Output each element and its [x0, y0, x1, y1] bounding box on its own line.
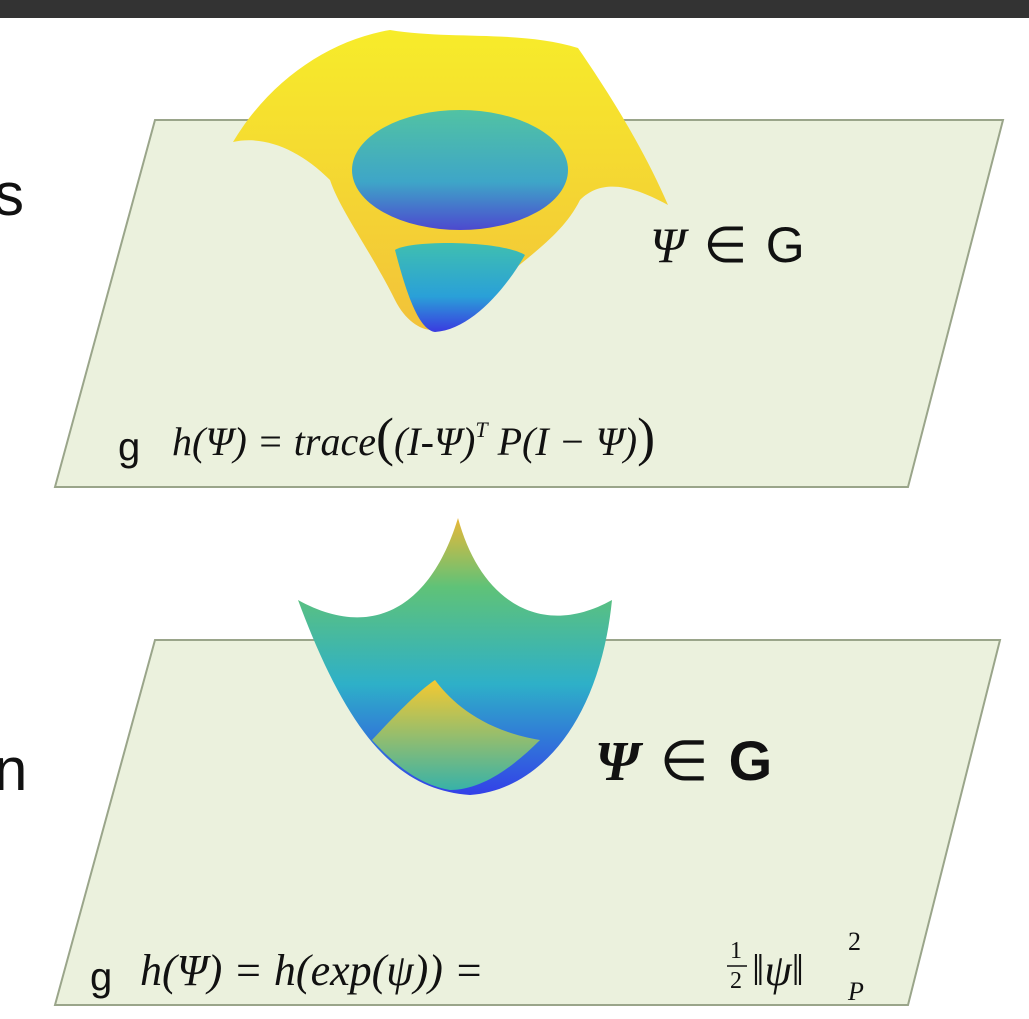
surface-bowl — [352, 110, 568, 230]
fraction-numerator: 1 — [730, 938, 742, 964]
superscript: 2 — [848, 927, 861, 956]
symbol: Ψ — [650, 217, 689, 273]
set-membership: Ψ ∈ G — [650, 217, 805, 273]
bullet: g — [90, 955, 112, 999]
symbol: Ψ — [595, 731, 644, 793]
fraction-denominator: 2 — [730, 968, 742, 994]
relation: ∈ — [704, 217, 748, 273]
bullet: g — [118, 425, 140, 469]
slide: s n Ψ ∈ G g h(Ψ) = trace((I-Ψ)T P(I − Ψ)… — [0, 0, 1029, 1019]
relation: ∈ — [660, 731, 709, 793]
lhs: h(Ψ) = h(exp(ψ)) = — [140, 946, 484, 995]
paren: ( — [376, 407, 394, 467]
subscript: P — [847, 977, 864, 1006]
top-bar — [0, 0, 1029, 18]
norm: ‖ψ‖ — [752, 946, 804, 995]
left-fragment: s — [0, 161, 24, 228]
group: G — [766, 217, 805, 273]
left-fragment: n — [0, 736, 27, 803]
formula: h(Ψ) = h(exp(ψ)) = — [140, 946, 484, 995]
inner: (I-Ψ) — [394, 419, 475, 464]
lhs: h(Ψ) = trace — [172, 419, 376, 464]
rest: P(I − Ψ) — [488, 419, 638, 464]
group: G — [729, 729, 773, 792]
set-membership: Ψ ∈ G — [595, 729, 772, 793]
paren: ) — [637, 407, 655, 467]
